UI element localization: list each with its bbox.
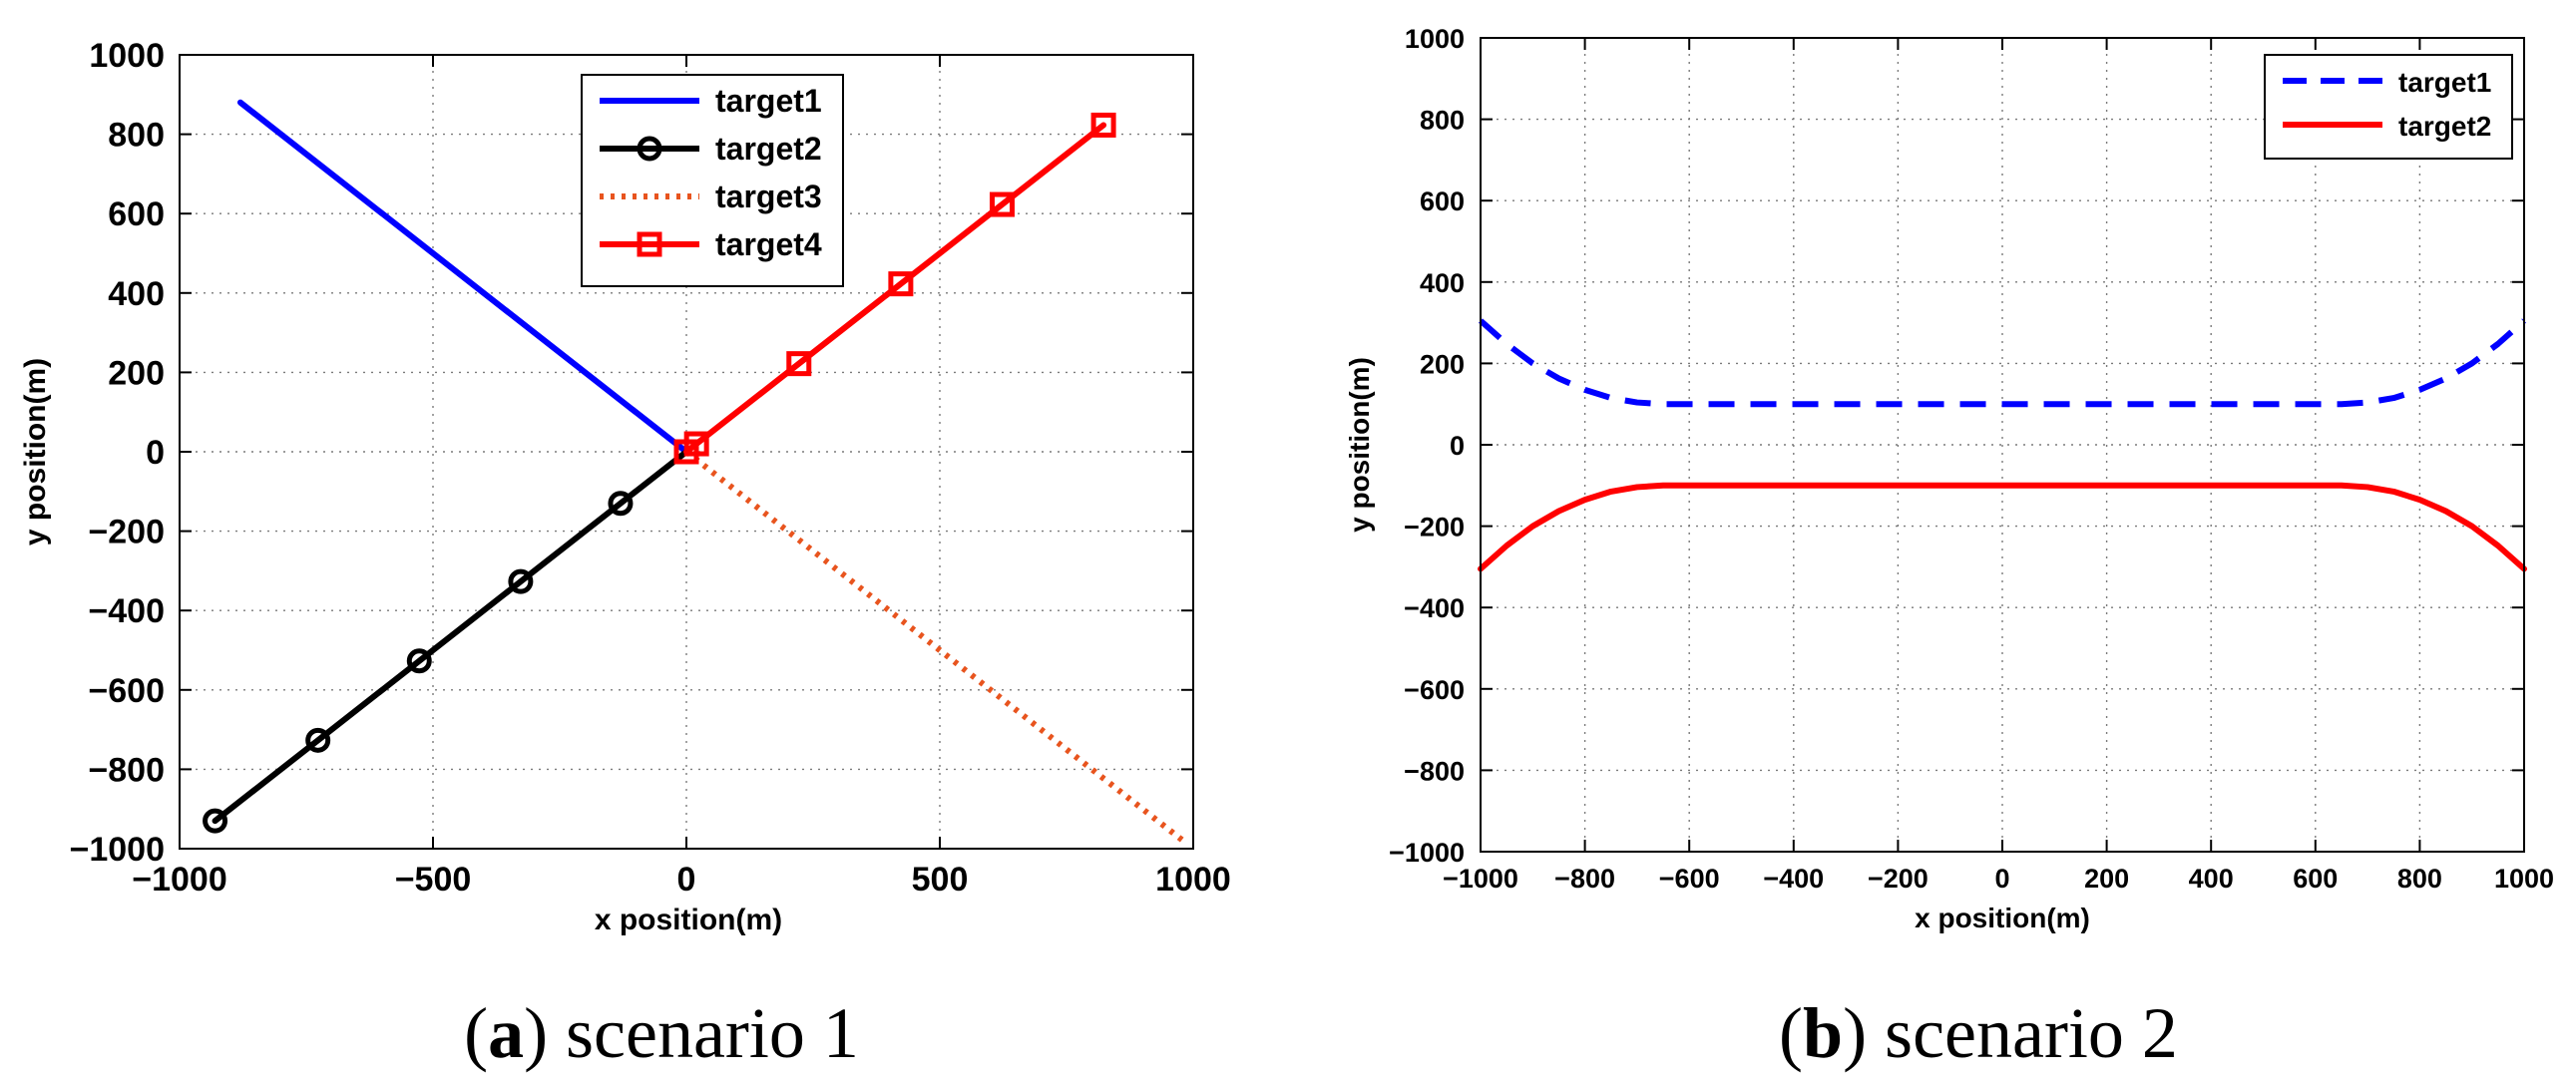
chart-a-legend-marker-target4 (637, 231, 662, 257)
chart-a-point-target4 (989, 191, 1015, 217)
chart-b-y-tick-label: 0 (1450, 431, 1465, 461)
chart-b-caption-text: ) scenario 2 (1843, 993, 2178, 1073)
chart-a-y-tick-label: 600 (108, 195, 165, 233)
chart-a-caption-open: ( (464, 993, 488, 1073)
chart-b-y-tick-label: 400 (1420, 268, 1465, 298)
chart-a-legend: target1 target2 target3 target4 (581, 74, 844, 287)
chart-a-point-target2 (305, 727, 331, 753)
chart-b-grid (1481, 38, 2524, 852)
chart-a-x-tick-label: 0 (677, 861, 696, 899)
chart-b-x-tick-label: −200 (1868, 864, 1929, 894)
chart-b-y-tick-label: −1000 (1389, 838, 1465, 868)
chart-a-legend-marker-target2 (637, 136, 662, 162)
chart-a-point-target2 (406, 648, 432, 674)
chart-b-y-tick-label: 600 (1420, 186, 1465, 216)
chart-a-point-target4 (1090, 112, 1116, 138)
chart-a-y-tick-label: 400 (108, 275, 165, 313)
chart-b-x-tick-label: −800 (1554, 864, 1615, 894)
chart-a-series-line-target3 (684, 449, 1185, 844)
chart-a-x-tick-label: 1000 (1155, 861, 1231, 899)
chart-a-point-target2 (608, 491, 634, 517)
chart-a-caption-letter: a (488, 993, 524, 1073)
chart-a-y-tick-label: −400 (88, 592, 165, 630)
chart-a-y-tick-label: 0 (146, 434, 165, 472)
chart-b-caption-open: ( (1779, 993, 1803, 1073)
chart-b-x-tick-label: 0 (1994, 864, 2009, 894)
chart-b-x-tick-label: 600 (2293, 864, 2338, 894)
chart-b-x-tick-label: 800 (2397, 864, 2442, 894)
chart-a-y-tick-label: 1000 (89, 37, 165, 75)
chart-b-x-tick-label: 200 (2084, 864, 2129, 894)
chart-a-grid (180, 55, 1193, 849)
chart-b-legend-label-target1: target1 (2398, 67, 2491, 98)
chart-a-x-tick-label: −1000 (132, 861, 227, 899)
chart-a-legend-label-target1: target1 (715, 83, 822, 119)
chart-b-x-tick-label: 1000 (2494, 864, 2554, 894)
chart-a-y-tick-label: 800 (108, 117, 165, 155)
chart-a-caption: (a) scenario 1 (464, 993, 859, 1073)
chart-b-x-tick-label: 400 (2189, 864, 2234, 894)
chart-b-x-tick-label: −1000 (1443, 864, 1518, 894)
chart-a-legend-label-target2: target2 (715, 131, 822, 167)
chart-a-legend-label-target4: target4 (715, 226, 822, 262)
chart-b-x-tick-label: −600 (1659, 864, 1720, 894)
chart-a-legend-box (581, 74, 844, 287)
chart-b-y-tick-label: 800 (1420, 106, 1465, 136)
chart-a-series (203, 99, 1185, 844)
chart-a-point-target2 (508, 568, 534, 594)
chart-a-x-axis-label: x position(m) (595, 904, 782, 936)
chart-b-y-axis-label: y position(m) (1344, 357, 1375, 533)
chart-b: −1000 −800 −600 −400 −200 0 200 400 600 800 1000 −1… (1344, 24, 2554, 1073)
chart-b-x-tick-label: −400 (1763, 864, 1824, 894)
chart-a: −1000 −500 0 500 1000 −1000 −800 −600 −400 −200 0 2… (19, 37, 1231, 1073)
chart-a-point-target4 (786, 351, 812, 377)
chart-a-x-tick-label: −500 (395, 861, 472, 899)
chart-a-y-tick-label: −600 (88, 672, 165, 710)
chart-b-series-line-target1 (1479, 318, 2526, 408)
chart-b-caption-letter: b (1803, 993, 1843, 1073)
chart-b-series (1478, 318, 2527, 572)
chart-a-series-line-target1 (236, 99, 689, 455)
chart-b-legend-label-target2: target2 (2398, 111, 2491, 142)
chart-a-x-tick-label: 500 (912, 861, 969, 899)
chart-a-y-tick-label: −200 (88, 514, 165, 551)
chart-a-y-tick-label: −1000 (70, 831, 166, 869)
chart-b-y-tick-label: −200 (1404, 513, 1465, 543)
chart-b-x-axis-label: x position(m) (1915, 903, 2090, 933)
chart-b-caption: (b) scenario 2 (1779, 993, 2178, 1073)
chart-a-y-tick-label: −800 (88, 751, 165, 789)
chart-a-point-target4 (888, 271, 914, 297)
chart-b-y-tick-label: 200 (1420, 349, 1465, 379)
chart-b-y-tick-label: −400 (1404, 593, 1465, 623)
chart-b-y-tick-label: −600 (1404, 675, 1465, 705)
chart-a-legend-label-target3: target3 (715, 179, 822, 214)
chart-a-y-axis-label: y position(m) (19, 358, 52, 545)
chart-a-point-target4 (683, 431, 709, 457)
chart-b-series-line-target2 (1478, 482, 2527, 572)
chart-a-y-tick-label: 200 (108, 354, 165, 392)
chart-b-legend-box (2264, 54, 2513, 160)
chart-b-legend: target1 target2 (2264, 54, 2513, 160)
chart-a-point-target2 (203, 808, 228, 834)
chart-a-ticks: −1000 −500 0 500 1000 −1000 −800 −600 −400 −200 0 2… (70, 37, 1231, 899)
chart-a-series-line-target2 (212, 449, 689, 825)
chart-a-caption-text: ) scenario 1 (524, 993, 859, 1073)
chart-b-y-tick-label: −800 (1404, 756, 1465, 786)
chart-b-ticks: −1000 −800 −600 −400 −200 0 200 400 600 800 1000 −1… (1389, 24, 2554, 894)
chart-b-y-tick-label: 1000 (1405, 24, 1465, 54)
